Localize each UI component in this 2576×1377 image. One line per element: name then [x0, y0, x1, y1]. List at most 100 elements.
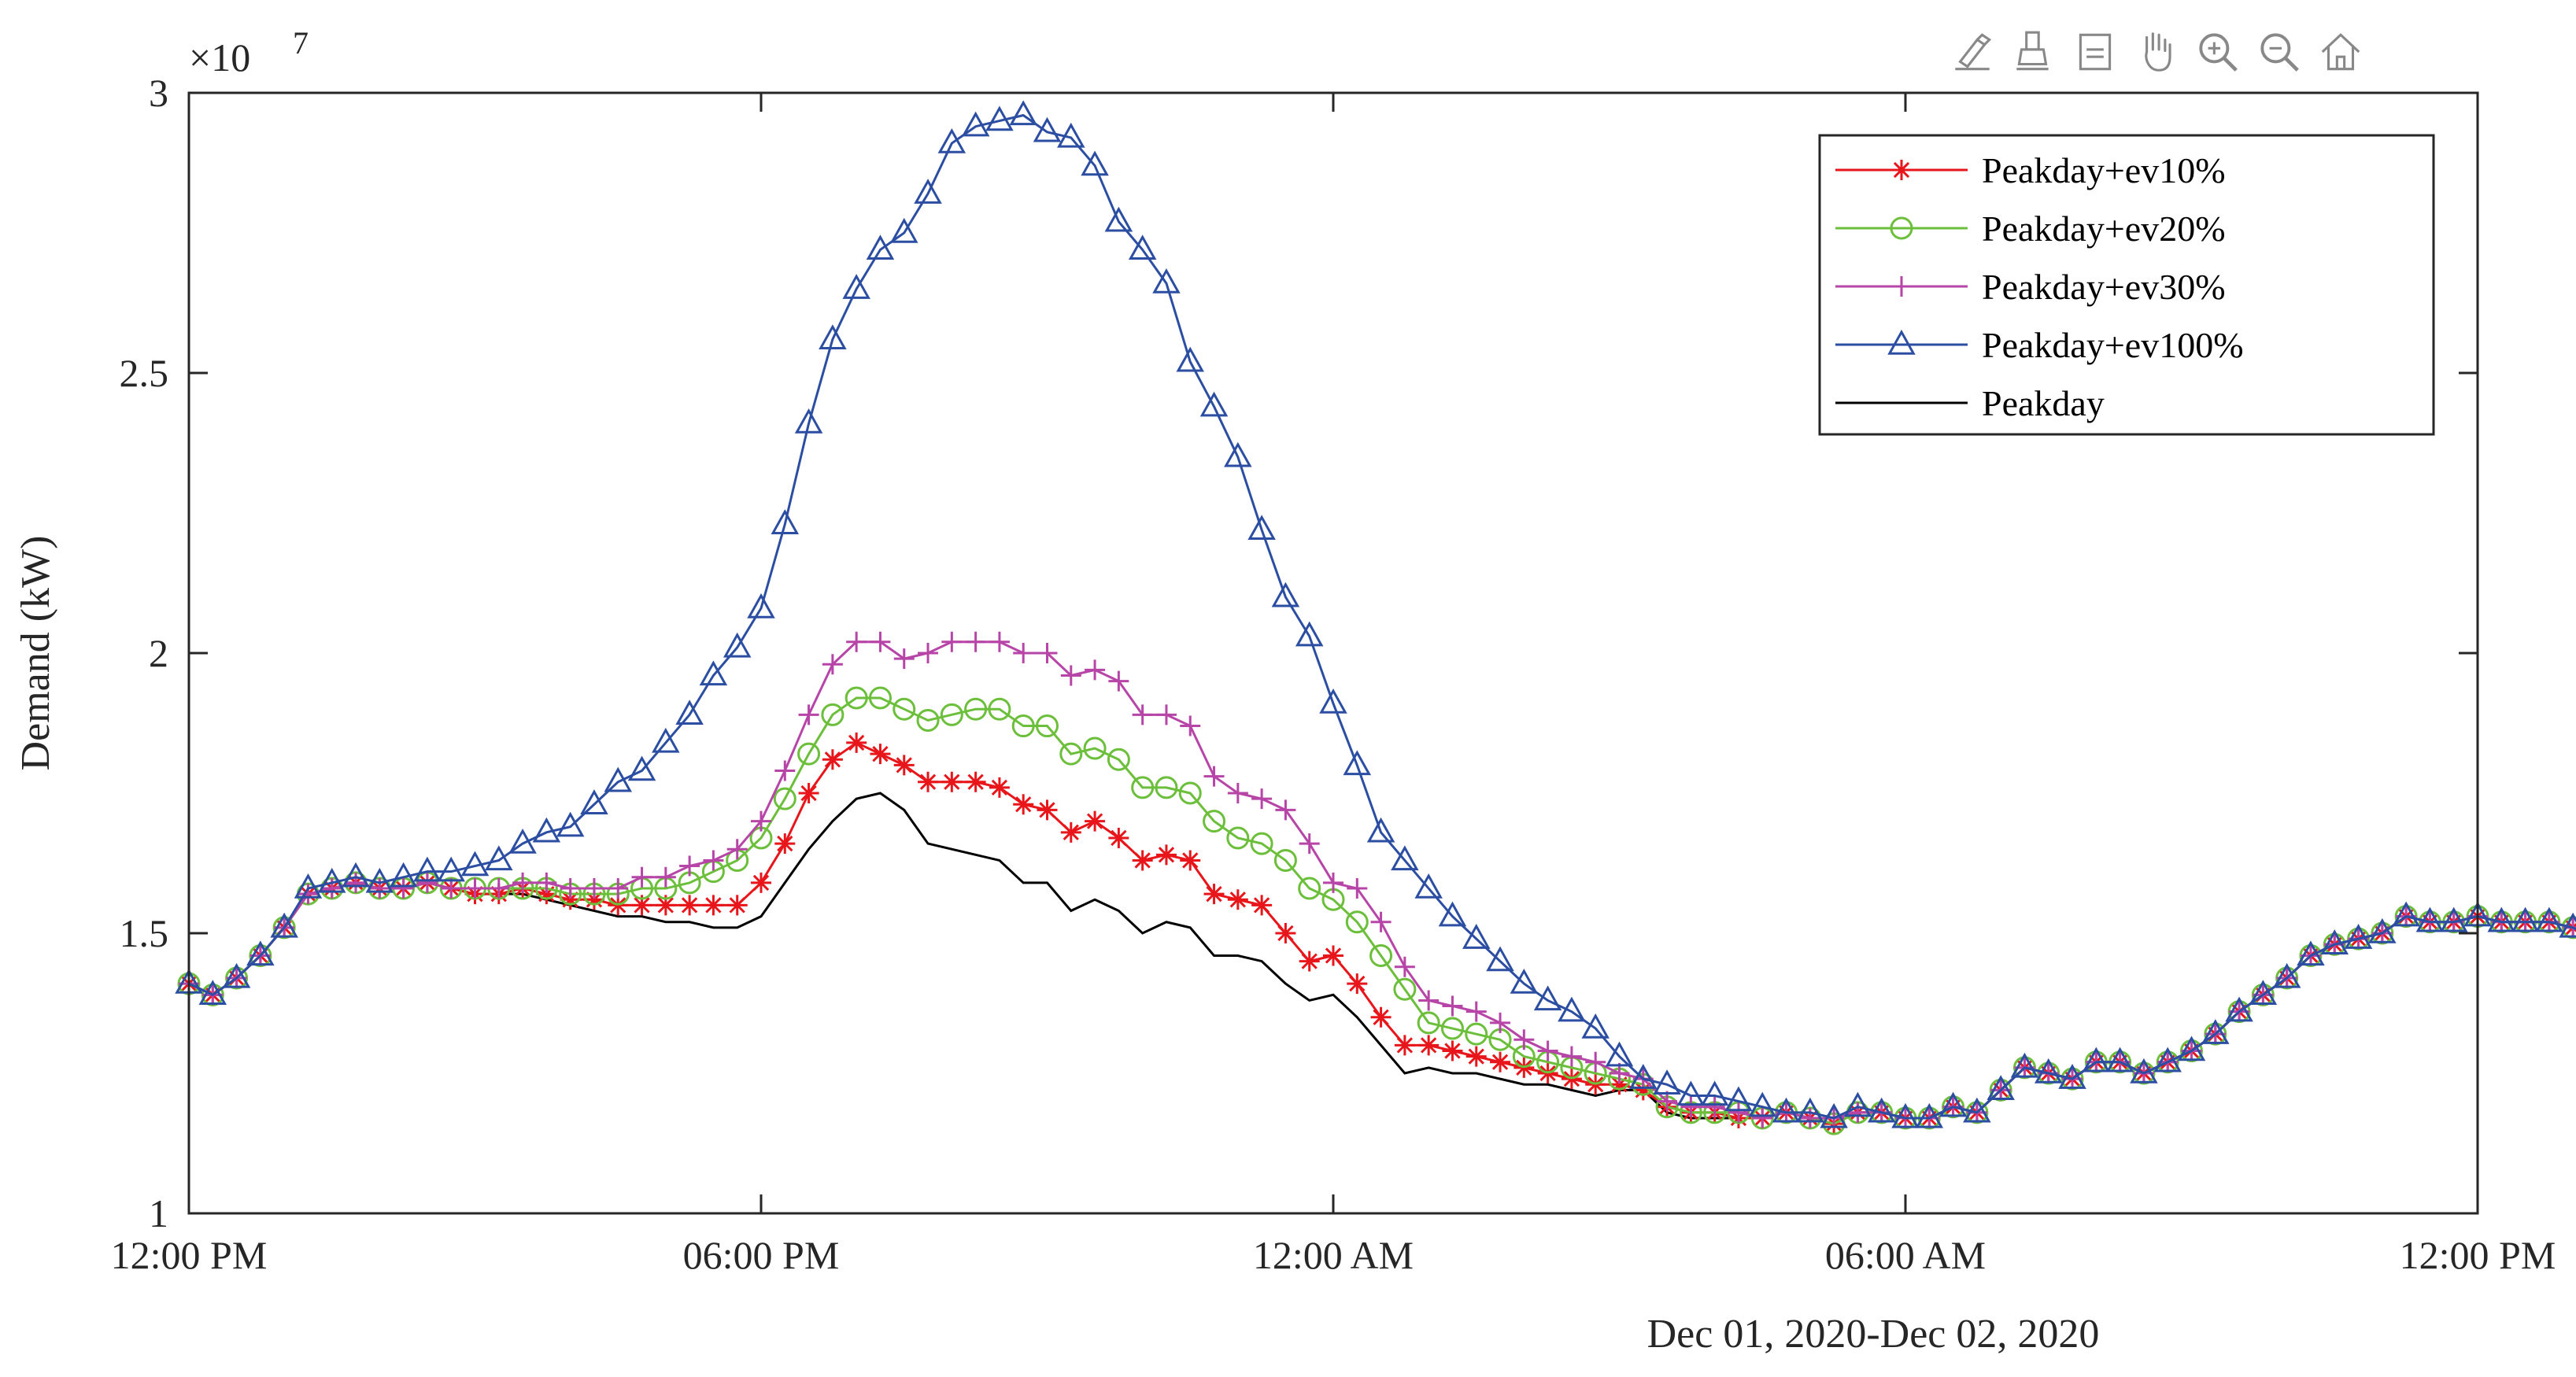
data-point: [1081, 150, 1109, 176]
data-point: [1295, 621, 1324, 647]
data-point: [1581, 1013, 1610, 1039]
data-point: [1465, 1001, 1487, 1022]
datatip-icon[interactable]: [2005, 24, 2062, 80]
data-point: [866, 234, 895, 260]
data-point: [1299, 833, 1320, 855]
data-point: [1440, 1017, 1464, 1040]
data-point: [464, 878, 486, 899]
legend-item[interactable]: Peakday+ev100%: [1835, 325, 2244, 365]
data-point: [675, 700, 704, 725]
data-point: [1152, 268, 1181, 293]
legend[interactable]: Peakday+ev10% Peakday+ev20% Peakday+ev30% P…: [1818, 134, 2435, 436]
data-point: [1104, 206, 1133, 232]
data-point: [1490, 1012, 1511, 1033]
legend-label: Peakday+ev10%: [1982, 150, 2226, 190]
data-point: [798, 704, 819, 725]
data-point: [751, 810, 771, 832]
legend-item[interactable]: Peakday+ev20%: [1835, 209, 2226, 249]
data-point: [679, 855, 700, 877]
home-icon[interactable]: [2312, 24, 2369, 80]
data-point: [1772, 1097, 1801, 1123]
data-point: [1391, 845, 1419, 871]
zoom-out-icon[interactable]: [2251, 24, 2308, 80]
data-point: [1323, 872, 1343, 893]
data-point: [1203, 766, 1225, 787]
data-point: [1393, 977, 1417, 1001]
data-point: [1178, 781, 1202, 805]
data-point: [321, 878, 342, 899]
data-point: [1843, 1091, 1872, 1117]
data-point: [1057, 122, 1085, 148]
data-point: [1250, 832, 1273, 855]
data-point: [2415, 906, 2445, 932]
data-point: [1418, 990, 1440, 1011]
data-point: [488, 878, 509, 899]
exponent-label: ×10: [189, 35, 250, 79]
data-point: [2058, 1064, 2086, 1089]
data-point: [556, 811, 585, 837]
data-point: [317, 867, 346, 893]
data-point: [369, 878, 390, 899]
data-point: [821, 703, 844, 726]
y-tick-label: 3: [149, 71, 168, 115]
data-point: [627, 755, 656, 781]
data-point: [2368, 917, 2397, 943]
data-point: [1796, 1097, 1824, 1123]
data-point: [798, 783, 819, 803]
data-point: [1366, 817, 1395, 843]
data-point: [1343, 750, 1372, 776]
data-point: [1462, 924, 1491, 949]
data-point: [2487, 906, 2516, 932]
data-point: [270, 912, 298, 938]
data-point: [1227, 783, 1248, 803]
data-point: [460, 851, 490, 877]
legend-item[interactable]: Peakday+ev10%: [1835, 150, 2226, 190]
zoom-in-icon[interactable]: [2190, 24, 2246, 80]
data-point: [1465, 1046, 1487, 1067]
data-point: [844, 686, 868, 710]
data-point: [1465, 1022, 1488, 1046]
data-point: [964, 697, 988, 721]
data-point: [1251, 788, 1273, 810]
legend-item[interactable]: Peakday+ev30%: [1835, 267, 2226, 307]
data-point: [222, 962, 251, 988]
legend-item[interactable]: Peakday: [1835, 383, 2105, 423]
data-point: [1033, 116, 1062, 142]
data-point: [822, 654, 843, 675]
data-point: [416, 872, 438, 893]
data-point: [1987, 1075, 2015, 1101]
data-point: [771, 509, 800, 534]
data-point: [346, 872, 367, 893]
data-point: [1298, 877, 1321, 900]
data-point: [774, 833, 796, 855]
data-point: [893, 697, 916, 721]
data-point: [246, 940, 275, 966]
series-line: [188, 741, 2576, 1125]
y-tick-label: 1: [149, 1191, 168, 1235]
data-point: [1561, 1046, 1582, 1067]
data-point: [1037, 799, 1058, 821]
data-point: [794, 408, 823, 434]
pan-icon[interactable]: [2128, 24, 2185, 80]
data-point: [1347, 878, 1368, 899]
data-point: [1060, 665, 1081, 686]
data-point: [1037, 643, 1058, 663]
data-point: [842, 274, 870, 299]
brush-icon[interactable]: [1944, 24, 2001, 80]
data-point: [1704, 1096, 1725, 1117]
data-point: [1632, 1080, 1654, 1101]
data-point: [294, 873, 323, 899]
legend-toggle-icon[interactable]: [2067, 24, 2123, 80]
data-point: [726, 895, 748, 916]
data-point: [1128, 234, 1157, 260]
data-point: [1247, 515, 1276, 541]
x-tick-label: 06:00 PM: [683, 1233, 840, 1277]
data-point: [1036, 714, 1059, 738]
data-point: [940, 703, 963, 726]
data-point: [699, 660, 728, 686]
data-point: [560, 878, 581, 899]
data-point: [485, 845, 513, 871]
data-point: [2177, 1036, 2206, 1061]
series-peakday-ev10-: [179, 732, 2576, 1135]
